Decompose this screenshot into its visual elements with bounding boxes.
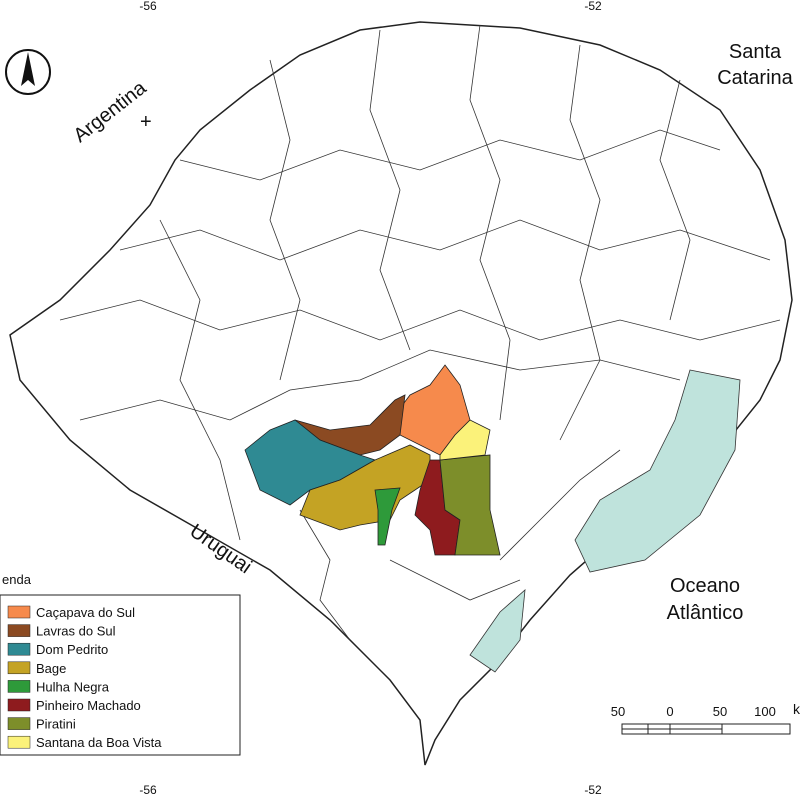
lagoa-mirim xyxy=(469,589,526,673)
legend-label: Piratini xyxy=(36,717,76,732)
graticule-cross: + xyxy=(140,111,152,133)
legend-swatch xyxy=(7,642,31,656)
legend-box xyxy=(0,594,241,756)
place-label: Catarina xyxy=(717,67,793,89)
region xyxy=(439,419,491,461)
legend-swatch xyxy=(7,735,31,749)
graticule-label: -52 xyxy=(584,0,602,13)
graticule-label: -56 xyxy=(139,0,157,13)
scale-bar xyxy=(721,723,791,735)
legend-swatch xyxy=(7,661,31,675)
legend-label: Caçapava do Sul xyxy=(36,605,135,620)
legend-swatch xyxy=(7,624,31,637)
state-outline xyxy=(9,21,793,766)
scale-label: 100 xyxy=(754,704,776,719)
place-label: Atlântico xyxy=(667,602,744,624)
legend-label: Pinheiro Machado xyxy=(36,698,141,713)
scale-label: 0 xyxy=(666,704,673,719)
scale-unit: k xyxy=(793,701,800,717)
legend-label: Hulha Negra xyxy=(36,679,110,694)
region xyxy=(439,454,501,556)
legend-swatch xyxy=(7,605,31,619)
legend-title: enda xyxy=(2,572,32,587)
scale-label: 50 xyxy=(611,704,625,719)
north-arrow-needle xyxy=(21,52,35,86)
graticule-label: -56 xyxy=(139,783,157,797)
place-label: Oceano xyxy=(670,575,740,597)
legend-swatch xyxy=(7,680,31,693)
legend-label: Bage xyxy=(36,661,66,676)
legend-label: Dom Pedrito xyxy=(36,642,108,657)
legend-label: Lavras do Sul xyxy=(36,624,116,639)
scale-label: 50 xyxy=(713,704,727,719)
legend-swatch xyxy=(7,717,31,730)
legend-swatch xyxy=(7,698,31,712)
municipal-borders xyxy=(59,24,781,641)
lagoa-dos-patos xyxy=(574,369,741,573)
region xyxy=(374,487,401,546)
legend-label: Santana da Boa Vista xyxy=(36,735,162,750)
region xyxy=(394,364,471,456)
graticule-label: -52 xyxy=(584,783,602,797)
place-label: Argentina xyxy=(69,76,151,147)
place-label: Santa xyxy=(729,41,782,63)
